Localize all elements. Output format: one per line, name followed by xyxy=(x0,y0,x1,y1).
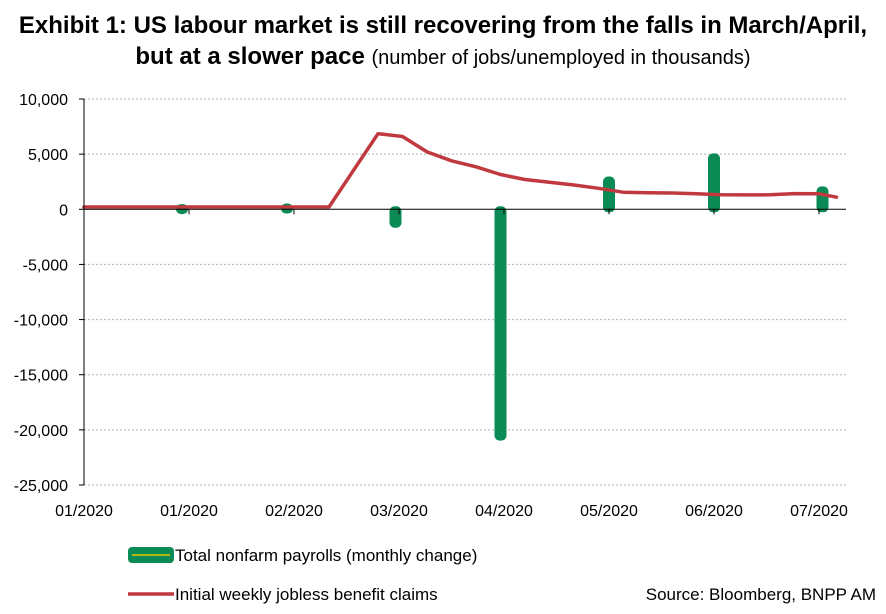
x-tick-labels: 01/2020 01/2020 02/2020 03/2020 04/2020 05/20… xyxy=(55,503,848,520)
x-tick-label: 04/2020 xyxy=(475,503,533,520)
y-tick-label: -5,000 xyxy=(23,257,68,274)
gridlines xyxy=(84,98,846,486)
y-tick-labels: 10,000 5,000 0 -5,000 -10,000 -15,000 -20,000 -… xyxy=(14,92,68,495)
axes xyxy=(79,98,846,486)
x-tick-label: 05/2020 xyxy=(580,503,638,520)
x-tick-label: 07/2020 xyxy=(790,503,848,520)
title-line-2: but at a slower pace (number of jobs/une… xyxy=(0,41,886,74)
x-tick-label: 06/2020 xyxy=(685,503,743,520)
x-tick-label: 01/2020 xyxy=(160,503,218,520)
payroll-bar xyxy=(708,153,720,213)
y-tick-label: -20,000 xyxy=(14,423,68,440)
y-tick-label: -10,000 xyxy=(14,313,68,330)
payroll-bar xyxy=(603,176,615,213)
legend-label-payrolls: Total nonfarm payrolls (monthly change) xyxy=(175,546,477,565)
x-tick-label: 03/2020 xyxy=(370,503,428,520)
legend-label-claims: Initial weekly jobless benefit claims xyxy=(175,585,438,604)
payroll-bar xyxy=(816,186,829,213)
y-tick-label: 5,000 xyxy=(28,147,68,164)
payroll-bar xyxy=(494,206,507,441)
claims-line-group xyxy=(82,131,839,209)
y-tick-label: 10,000 xyxy=(19,92,68,109)
y-tick-label: 0 xyxy=(59,202,68,219)
x-tick-label: 01/2020 xyxy=(55,503,113,520)
y-tick-label: -15,000 xyxy=(14,368,68,385)
y-tick-label: -25,000 xyxy=(14,478,68,495)
source-note: Source: Bloomberg, BNPP AM xyxy=(646,585,876,604)
legend: Total nonfarm payrolls (monthly change) … xyxy=(128,546,477,604)
x-tick-label: 02/2020 xyxy=(265,503,323,520)
claims-line xyxy=(82,131,839,209)
title-line-1: Exhibit 1: US labour market is still rec… xyxy=(18,12,868,39)
chart-title: Exhibit 1: US labour market is still rec… xyxy=(0,10,886,74)
title-units: (number of jobs/unemployed in thousands) xyxy=(371,47,751,69)
title-line-2-bold: but at a slower pace xyxy=(135,43,365,70)
